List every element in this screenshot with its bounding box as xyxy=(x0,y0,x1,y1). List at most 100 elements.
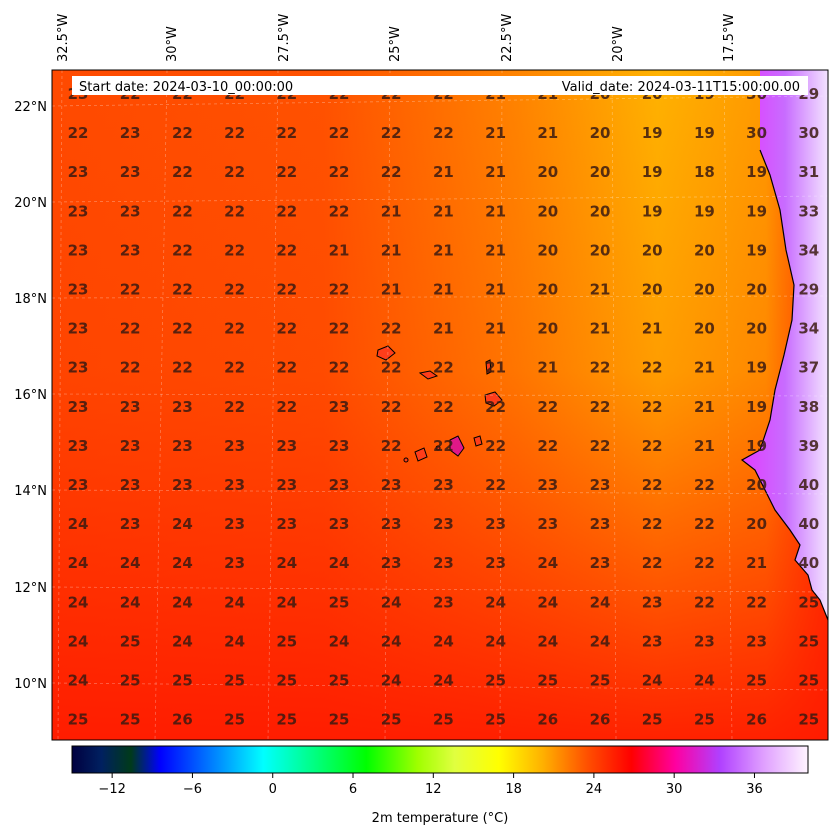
temperature-value: 22 xyxy=(224,202,245,220)
temperature-value: 24 xyxy=(694,672,715,690)
temperature-value: 24 xyxy=(329,554,350,572)
temperature-value: 22 xyxy=(329,281,350,299)
temperature-value: 22 xyxy=(276,281,297,299)
colorbar-tick-label: −6 xyxy=(183,782,202,797)
temperature-value: 24 xyxy=(381,672,402,690)
temperature-value: 22 xyxy=(224,124,245,142)
temperature-value: 23 xyxy=(329,476,350,494)
temperature-value: 24 xyxy=(642,672,663,690)
temperature-value: 22 xyxy=(224,398,245,416)
temperature-value: 22 xyxy=(172,281,193,299)
temperature-value: 23 xyxy=(224,554,245,572)
temperature-value: 25 xyxy=(694,711,715,729)
temperature-value: 25 xyxy=(120,711,141,729)
temperature-value: 23 xyxy=(276,437,297,455)
temperature-value: 22 xyxy=(172,163,193,181)
temperature-value: 22 xyxy=(329,359,350,377)
temperature-value: 21 xyxy=(433,163,454,181)
temperature-value: 23 xyxy=(433,515,454,533)
temperature-value: 23 xyxy=(120,202,141,220)
temperature-value: 23 xyxy=(68,476,89,494)
temperature-value: 25 xyxy=(120,672,141,690)
temperature-value: 22 xyxy=(120,281,141,299)
temperature-value: 21 xyxy=(590,281,611,299)
lat-label: 16°N xyxy=(14,388,47,403)
temperature-value: 23 xyxy=(433,554,454,572)
temperature-value: 20 xyxy=(537,320,558,338)
temperature-value: 23 xyxy=(537,476,558,494)
temperature-value: 20 xyxy=(746,476,767,494)
temperature-value: 23 xyxy=(120,476,141,494)
temperature-value: 21 xyxy=(381,202,402,220)
temperature-value: 23 xyxy=(642,593,663,611)
temperature-value: 23 xyxy=(276,515,297,533)
temperature-value: 21 xyxy=(485,281,506,299)
temperature-value: 24 xyxy=(276,554,297,572)
temperature-value: 20 xyxy=(590,241,611,259)
temperature-value: 23 xyxy=(746,632,767,650)
temperature-value: 23 xyxy=(120,124,141,142)
temperature-value: 22 xyxy=(642,476,663,494)
temperature-value: 21 xyxy=(537,359,558,377)
temperature-value: 40 xyxy=(798,476,819,494)
temperature-value: 21 xyxy=(485,202,506,220)
temperature-value: 22 xyxy=(590,437,611,455)
temperature-value: 25 xyxy=(485,711,506,729)
temperature-value: 20 xyxy=(694,320,715,338)
temperature-value: 23 xyxy=(590,515,611,533)
temperature-value: 23 xyxy=(433,476,454,494)
temperature-value: 25 xyxy=(537,672,558,690)
temperature-value: 19 xyxy=(746,202,767,220)
temperature-value: 25 xyxy=(172,672,193,690)
temperature-value: 25 xyxy=(329,593,350,611)
temperature-value: 22 xyxy=(433,359,454,377)
temperature-value: 22 xyxy=(224,281,245,299)
temperature-value: 23 xyxy=(590,554,611,572)
temperature-value: 20 xyxy=(537,202,558,220)
temperature-value: 25 xyxy=(798,672,819,690)
temperature-value: 23 xyxy=(224,437,245,455)
lon-label: 17.5°W xyxy=(722,14,737,62)
temperature-value: 25 xyxy=(381,711,402,729)
temperature-value: 25 xyxy=(798,711,819,729)
temperature-value: 26 xyxy=(537,711,558,729)
temperature-value: 19 xyxy=(642,124,663,142)
map-panel: 23 22 22 22 22 22 22 22 21 21 20 20 19 30 29 22 23 22 22 22… xyxy=(52,70,828,740)
temperature-value: 40 xyxy=(798,554,819,572)
lon-label: 20°W xyxy=(611,26,626,62)
temperature-value: 18 xyxy=(694,163,715,181)
temperature-value: 22 xyxy=(172,359,193,377)
temperature-value: 23 xyxy=(172,476,193,494)
temperature-value: 23 xyxy=(329,515,350,533)
temperature-value: 23 xyxy=(276,476,297,494)
temperature-value: 25 xyxy=(224,711,245,729)
temperature-value: 22 xyxy=(224,320,245,338)
temperature-value: 25 xyxy=(224,672,245,690)
temperature-value: 21 xyxy=(433,281,454,299)
temperature-value: 33 xyxy=(798,202,819,220)
temperature-value: 25 xyxy=(329,711,350,729)
temperature-value: 22 xyxy=(694,515,715,533)
temperature-value: 22 xyxy=(276,124,297,142)
lon-label: 27.5°W xyxy=(277,14,292,62)
temperature-value: 23 xyxy=(120,241,141,259)
temperature-value: 23 xyxy=(329,437,350,455)
temperature-value: 24 xyxy=(433,672,454,690)
temperature-value: 24 xyxy=(329,632,350,650)
colorbar: −12 −6 0 6 12 18 24 30 36 2m temperature (°C) xyxy=(71,745,809,826)
temperature-value: 29 xyxy=(798,281,819,299)
temperature-value: 23 xyxy=(68,437,89,455)
temperature-value: 21 xyxy=(485,241,506,259)
temperature-value: 21 xyxy=(329,241,350,259)
temperature-value: 37 xyxy=(798,359,819,377)
temperature-value: 25 xyxy=(68,711,89,729)
temperature-value: 23 xyxy=(68,398,89,416)
temperature-value: 22 xyxy=(276,241,297,259)
temperature-value: 22 xyxy=(694,554,715,572)
colorbar-tick-label: −12 xyxy=(98,782,125,797)
lat-label: 10°N xyxy=(14,677,47,692)
temperature-value: 40 xyxy=(798,515,819,533)
temperature-value: 21 xyxy=(433,202,454,220)
temperature-value: 23 xyxy=(224,476,245,494)
temperature-value: 21 xyxy=(590,320,611,338)
